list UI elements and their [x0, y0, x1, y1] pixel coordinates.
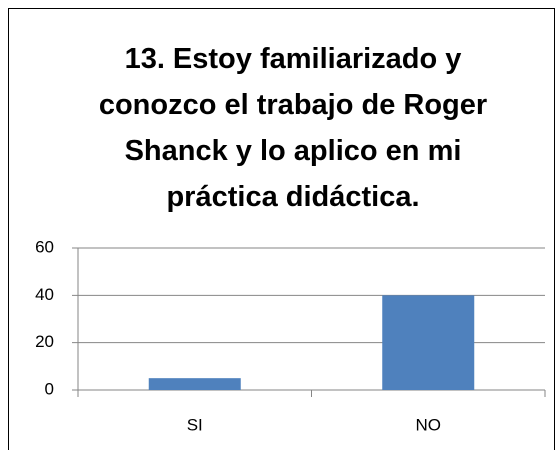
- x-tick-label: NO: [416, 415, 442, 434]
- y-tick-label: 0: [45, 379, 54, 398]
- y-tick-label: 40: [35, 285, 54, 304]
- y-tick-label: 60: [35, 237, 54, 256]
- bar: [148, 378, 241, 390]
- y-tick-label: 20: [35, 332, 54, 351]
- chart-title: 13. Estoy familiarizado y conozco el tra…: [98, 43, 488, 213]
- x-tick-label: SI: [187, 415, 203, 434]
- bar: [382, 295, 475, 390]
- chart-border: [8, 8, 555, 450]
